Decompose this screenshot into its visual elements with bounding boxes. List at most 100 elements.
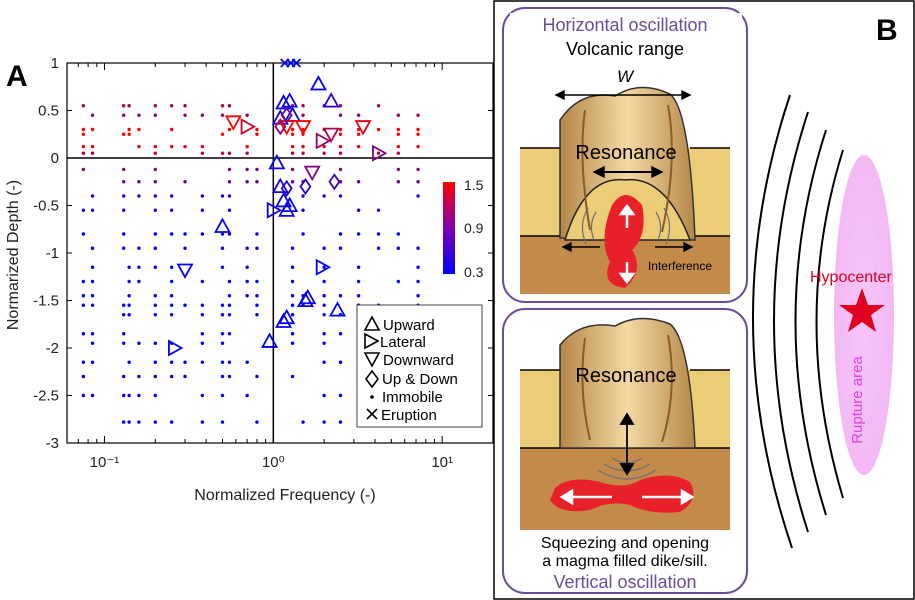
immobile-point <box>322 151 326 155</box>
immobile-point <box>127 360 131 364</box>
immobile-point <box>290 151 295 155</box>
immobile-point <box>122 180 126 184</box>
marker-points <box>168 58 388 357</box>
x-axis-label: Normalized Frequency (-) <box>194 487 375 504</box>
immobile-point <box>137 393 141 398</box>
data-point-triangle-up <box>278 201 296 217</box>
immobile-point <box>255 132 259 136</box>
hypocenter-label: Hypocenter <box>810 269 892 286</box>
immobile-point <box>220 420 225 424</box>
immobile-point <box>200 113 205 117</box>
immobile-point <box>376 104 381 108</box>
immobile-point <box>227 151 232 155</box>
immobile-point <box>122 303 126 307</box>
legend-updown-icon <box>365 369 379 389</box>
immobile-point <box>122 132 126 136</box>
legend-lateral-icon <box>364 332 380 350</box>
immobile-point <box>127 420 131 424</box>
legend-entry-upward: Upward <box>383 317 435 334</box>
immobile-point <box>90 303 95 307</box>
legend: Upward Lateral Downward Up & Down Immobi… <box>356 304 483 428</box>
immobile-point <box>301 232 305 236</box>
immobile-point <box>183 246 187 250</box>
horizontal-oscillation-box: Horizontal oscillation Volcanic range W … <box>502 7 748 303</box>
immobile-point <box>338 151 343 155</box>
immobile-point <box>290 294 295 298</box>
immobile-point <box>200 232 205 236</box>
immobile-point <box>227 180 232 184</box>
immobile-point <box>255 294 259 298</box>
immobile-point <box>338 127 343 132</box>
immobile-point <box>322 303 326 307</box>
immobile-point <box>301 151 305 155</box>
immobile-point <box>338 232 343 236</box>
resonance-label-bottom: Resonance <box>575 365 676 387</box>
data-point-triangle-up <box>309 75 327 91</box>
immobile-point <box>338 194 343 198</box>
immobile-point <box>338 360 343 364</box>
immobile-point <box>322 246 326 250</box>
immobile-point <box>245 279 249 284</box>
immobile-point <box>220 194 225 198</box>
data-point-triangle-up <box>299 288 317 305</box>
immobile-point <box>396 113 401 117</box>
immobile-point <box>183 144 187 149</box>
hypocenter-star-icon <box>839 288 885 332</box>
immobile-point <box>416 180 420 184</box>
immobile-point <box>255 180 259 184</box>
immobile-point <box>169 303 174 307</box>
immobile-point <box>220 246 225 250</box>
data-point-triangle-up <box>275 191 293 208</box>
immobile-point <box>153 246 157 250</box>
legend-downward-icon <box>363 352 381 368</box>
immobile-point <box>338 294 343 298</box>
y-tick-label: 1 <box>51 55 59 72</box>
immobile-point <box>200 208 205 212</box>
data-point-triangle-down <box>303 165 321 182</box>
data-point-triangle-right <box>315 132 332 150</box>
immobile-point <box>227 313 232 317</box>
immobile-point <box>122 332 126 336</box>
data-point-triangle-up <box>275 94 293 110</box>
immobile-point <box>245 265 249 269</box>
immobile-point <box>227 360 232 364</box>
immobile-point <box>227 294 232 298</box>
immobile-point <box>81 279 86 284</box>
panel-b-frame <box>493 0 915 600</box>
immobile-point <box>90 341 95 345</box>
immobile-point <box>227 232 232 236</box>
immobile-point <box>122 232 126 236</box>
immobile-point <box>153 393 157 398</box>
immobile-point <box>301 113 305 117</box>
immobile-point <box>290 144 295 149</box>
immobile-point <box>396 279 401 284</box>
immobile-point <box>81 151 86 155</box>
immobile-point <box>137 420 141 424</box>
immobile-point <box>137 127 141 132</box>
immobile-point <box>290 167 295 172</box>
immobile-point <box>301 194 305 198</box>
x-tick-label: 10⁻¹ <box>90 454 120 471</box>
immobile-point <box>338 393 343 398</box>
immobile-point <box>416 265 420 269</box>
immobile-point <box>153 194 157 198</box>
data-point-triangle-right <box>168 339 184 357</box>
immobile-point <box>290 180 295 184</box>
immobile-point <box>127 313 131 317</box>
immobile-point <box>416 246 420 250</box>
immobile-point <box>416 167 420 172</box>
immobile-point <box>153 167 157 172</box>
immobile-point <box>153 294 157 298</box>
y-tick-label: -2 <box>46 340 59 357</box>
immobile-point <box>245 180 249 184</box>
immobile-point <box>153 151 157 155</box>
immobile-point <box>90 144 95 149</box>
immobile-point <box>169 374 174 379</box>
immobile-point <box>338 246 343 250</box>
seismic-wave-arcs <box>752 94 844 549</box>
immobile-point <box>127 265 131 269</box>
immobile-point <box>81 104 86 108</box>
immobile-point <box>137 194 141 198</box>
immobile-point <box>90 279 95 284</box>
colorbar <box>443 182 455 274</box>
